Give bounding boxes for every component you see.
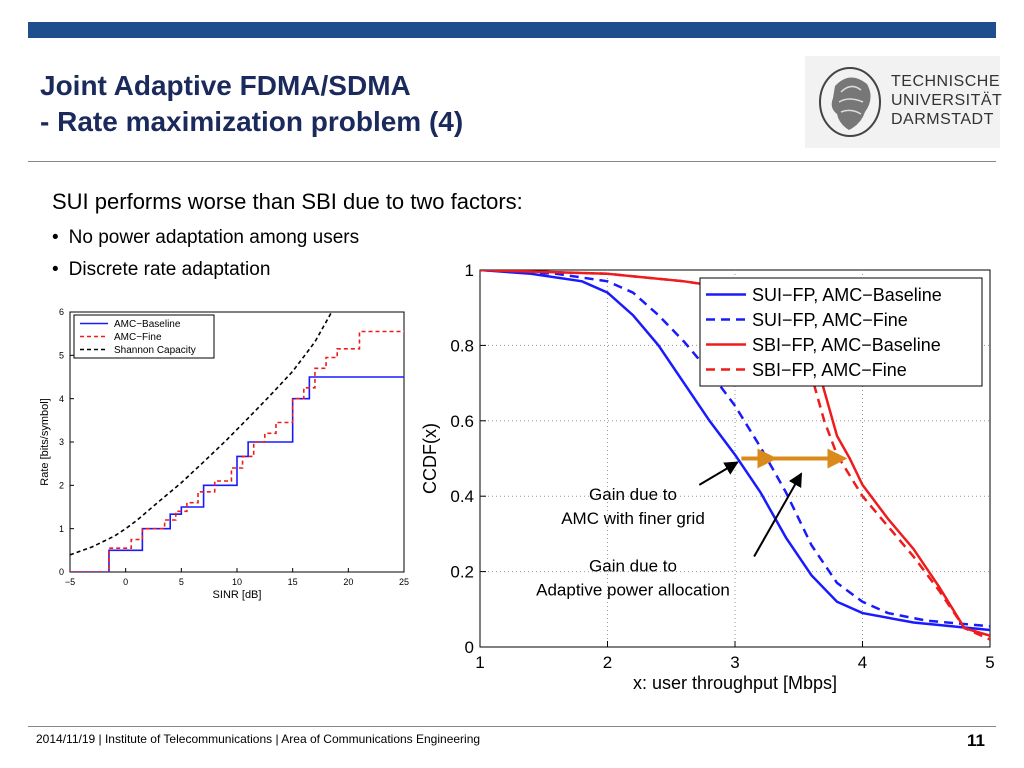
x-tick-label: 2 <box>603 653 612 672</box>
y-tick-label: 0.4 <box>450 487 474 506</box>
legend-label: SUI−FP, AMC−Baseline <box>752 285 942 305</box>
legend-box <box>699 277 983 387</box>
footer-divider <box>28 726 996 727</box>
x-tick-label: −5 <box>65 577 75 587</box>
annotation-arrow-power <box>753 472 803 558</box>
legend-label: SUI−FP, AMC−Fine <box>752 310 908 330</box>
y-tick-label: 5 <box>59 350 64 360</box>
x-axis-label: x: user throughput [Mbps] <box>633 673 837 693</box>
page-number: 11 <box>967 731 985 750</box>
annotation-text: AMC with finer grid <box>561 509 705 528</box>
x-tick-label: 20 <box>343 577 353 587</box>
series-group <box>70 312 404 572</box>
athena-head-icon <box>819 67 881 137</box>
x-tick-label: 4 <box>858 653 867 672</box>
slide-title-line1: Joint Adaptive FDMA/SDMA <box>40 70 411 101</box>
y-tick-label: 4 <box>59 394 64 404</box>
legend-label: SBI−FP, AMC−Fine <box>752 360 907 380</box>
bullet-item: Discrete rate adaptation <box>52 257 359 289</box>
university-logo: TECHNISCHE UNIVERSITÄT DARMSTADT <box>805 56 1002 148</box>
annotation-text: Gain due to <box>589 485 677 504</box>
x-tick-label: 1 <box>475 653 484 672</box>
y-tick-label: 1 <box>465 261 474 280</box>
series-line-0 <box>480 270 990 632</box>
slide-title-line2: - Rate maximization problem (4) <box>40 106 464 137</box>
x-tick-label: 5 <box>179 577 184 587</box>
x-tick-label: 15 <box>288 577 298 587</box>
logo-line-1: TECHNISCHE <box>891 73 1001 90</box>
lead-text: SUI performs worse than SBI due to two f… <box>52 189 523 214</box>
top-accent-bar <box>28 22 996 38</box>
legend-label: AMC−Baseline <box>114 319 181 330</box>
logo-line-2: UNIVERSITÄT <box>891 92 1003 109</box>
logo-line-3: DARMSTADT <box>891 111 994 128</box>
series-line-1 <box>70 330 404 572</box>
legend-label: SBI−FP, AMC−Baseline <box>752 335 941 355</box>
annotation-text: Gain due to <box>589 557 677 576</box>
x-tick-label: 10 <box>232 577 242 587</box>
bullet-item: No power adaptation among users <box>52 225 359 257</box>
slide-title: Joint Adaptive FDMA/SDMA - Rate maximiza… <box>40 68 463 140</box>
ccdf-chart: 1 2 3 4 5 0 0.2 0.4 0.6 0.8 1 x: user throughput [M… <box>420 261 995 693</box>
university-wordmark: TECHNISCHE UNIVERSITÄT DARMSTADT <box>891 72 1002 129</box>
series-line-2 <box>70 312 333 556</box>
y-tick-label: 3 <box>59 437 64 447</box>
y-axis-label: CCDF(x) <box>420 423 440 494</box>
legend-label: AMC−Fine <box>114 332 162 343</box>
y-tick-label: 0.8 <box>450 336 474 355</box>
x-tick-label: 5 <box>985 653 994 672</box>
y-tick-label: 1 <box>59 524 64 534</box>
x-tick-label: 0 <box>123 577 128 587</box>
bullet-list: No power adaptation among users Discrete… <box>52 225 359 289</box>
x-axis-label: SINR [dB] <box>213 589 262 601</box>
y-tick-label: 6 <box>59 307 64 317</box>
y-axis-label: Rate [bits/symbol] <box>39 398 51 485</box>
legend-label: Shannon Capacity <box>114 345 196 356</box>
y-tick-label: 2 <box>59 480 64 490</box>
y-tick-label: 0.6 <box>450 412 474 431</box>
header-divider <box>28 161 996 162</box>
series-line-1 <box>480 270 990 628</box>
x-tick-label: 3 <box>730 653 739 672</box>
y-tick-label: 0.2 <box>450 563 474 582</box>
annotation-arrow-amc <box>698 461 739 486</box>
annotation-text: Adaptive power allocation <box>536 581 730 600</box>
footer-info: 2014/11/19 | Institute of Telecommunicat… <box>36 732 481 746</box>
series-line-3 <box>480 270 990 641</box>
x-tick-label: 25 <box>399 577 409 587</box>
y-tick-label: 0 <box>465 638 474 657</box>
y-tick-label: 0 <box>59 567 64 577</box>
